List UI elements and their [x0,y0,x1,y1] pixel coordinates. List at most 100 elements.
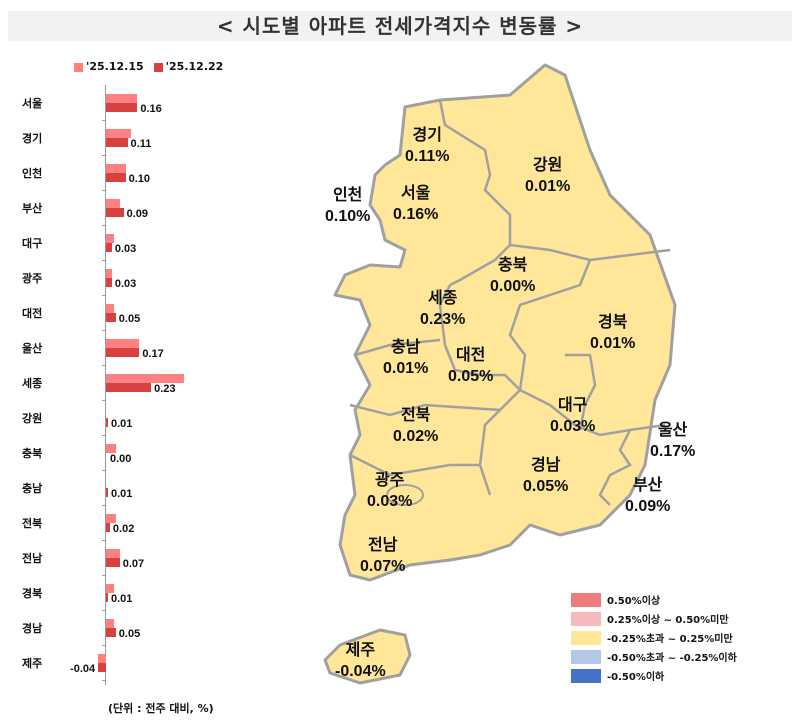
bar-cur [106,348,140,357]
bar-prev [106,269,112,278]
category-label: 충북 [22,447,43,460]
bar-chart: 서울 0.16 경기 0.11 인천 0.10 부산 0.09 대구 0.03 광주 0.03 대전 0.… [0,85,260,690]
chart-row: 대전 0.05 [0,295,260,330]
value-label: 0.16 [140,103,162,115]
category-label: 전북 [22,517,43,530]
axis-tick [102,260,106,261]
region-label: 울산 0.17% [650,420,695,462]
value-label: 0.03 [114,243,137,255]
legend-label-prev: '25.12.15 [86,60,144,73]
region-value: 0.07% [360,558,406,575]
chart-row: 전북 0.02 [0,505,260,540]
value-label: 0.23 [154,383,176,395]
chart-row: 대구 0.03 [0,225,260,260]
color-legend: 0.50%이상 0.25%이상 ~ 0.50%미만 -0.25%초과 ~ 0.2… [571,590,737,685]
chart-row: 부산 0.09 [0,190,260,225]
legend-swatch-prev [74,62,83,72]
bar-prev [106,339,140,348]
chart-row: 전남 0.07 [0,540,260,575]
axis-tick [102,680,106,681]
region-name: 전북 [400,407,431,424]
value-label: 0.07 [122,558,145,570]
axis-tick [102,365,106,366]
bar-prev [106,94,138,103]
bar-cur [106,418,108,427]
axis-tick [102,330,106,331]
bar-cur [106,523,110,532]
region-label: 경남 0.05% [523,455,568,497]
region-value: 0.16% [393,206,439,223]
bar-cur [106,558,120,567]
region-name: 대구 [557,397,588,414]
region-label: 세종 0.23% [420,288,465,330]
unit-note: (단위 : 전주 대비, %) [108,702,214,715]
region-value: 0.00% [490,278,536,295]
region-value: 0.17% [650,443,696,460]
value-label: 0.00 [110,453,132,465]
bar-cur [106,138,128,147]
value-label: 0.01 [111,593,133,605]
value-label: 0.05 [118,628,141,640]
map-shape [323,63,677,685]
bar-cur [106,278,112,287]
category-label: 경북 [22,587,43,600]
region-value: 0.01% [383,360,429,377]
bar-cur [106,173,126,182]
bar-cur [106,208,124,217]
region-label: 충북 0.00% [490,255,535,297]
region-value: 0.02% [393,428,439,445]
region-value: 0.03% [367,493,413,510]
chart-row: 세종 0.23 [0,365,260,400]
region-name: 강원 [532,157,563,174]
region-name: 세종 [427,290,458,307]
chart-row: 경기 0.11 [0,120,260,155]
region-label: 전북 0.02% [393,405,438,447]
axis-tick [102,610,106,611]
bar-cur [106,593,108,602]
chart-row: 경북 0.01 [0,575,260,610]
bar-cur [106,243,112,252]
chart-row: 울산 0.17 [0,330,260,365]
value-label: 0.03 [114,278,137,290]
bar-prev [106,129,132,138]
legend-label: -0.50%초과 ~ -0.25%이하 [607,653,737,664]
category-label: 서울 [22,97,43,110]
axis-tick [102,470,106,471]
category-label: 전남 [22,552,43,565]
page-title: < 시도별 아파트 전세가격지수 변동률 > [8,11,792,41]
legend-item: -0.25%초과 ~ 0.25%미만 [571,628,737,647]
bar-prev [106,199,120,208]
bar-prev [106,619,114,628]
region-label: 강원 0.01% [525,155,570,197]
legend-label: -0.25%초과 ~ 0.25%미만 [607,634,733,645]
legend-swatch [571,592,601,607]
region-value: 0.03% [550,418,596,435]
chart-row: 강원 0.01 [0,400,260,435]
legend-swatch-cur [153,62,163,72]
bar-cur [106,313,116,322]
legend-label-cur: '25.12.22 [165,60,224,73]
region-name: 대전 [455,347,486,364]
bar-cur [106,628,116,637]
region-value: 0.05% [523,478,569,495]
chart-row: 경남 0.05 [0,610,260,645]
region-value: 0.09% [625,498,671,515]
region-name: 경북 [597,314,628,331]
category-label: 제주 [22,657,43,670]
region-name: 인천 [332,187,363,204]
axis-tick [102,645,106,646]
bar-cur [106,103,138,112]
legend-item: -0.50%초과 ~ -0.25%이하 [571,647,737,666]
category-label: 충남 [22,482,43,495]
region-value: 0.01% [525,178,571,195]
category-label: 경기 [22,132,43,145]
bar-prev [106,234,114,243]
legend-label: 0.50%이상 [607,596,661,607]
legend-label: 0.25%이상 ~ 0.50%미만 [607,615,729,626]
region-name: 서울 [400,185,431,202]
value-label: 0.09 [126,208,149,220]
bar-prev [106,584,114,593]
axis-tick [102,155,106,156]
value-label: 0.02 [112,523,135,535]
region-value: 0.10% [325,208,371,225]
